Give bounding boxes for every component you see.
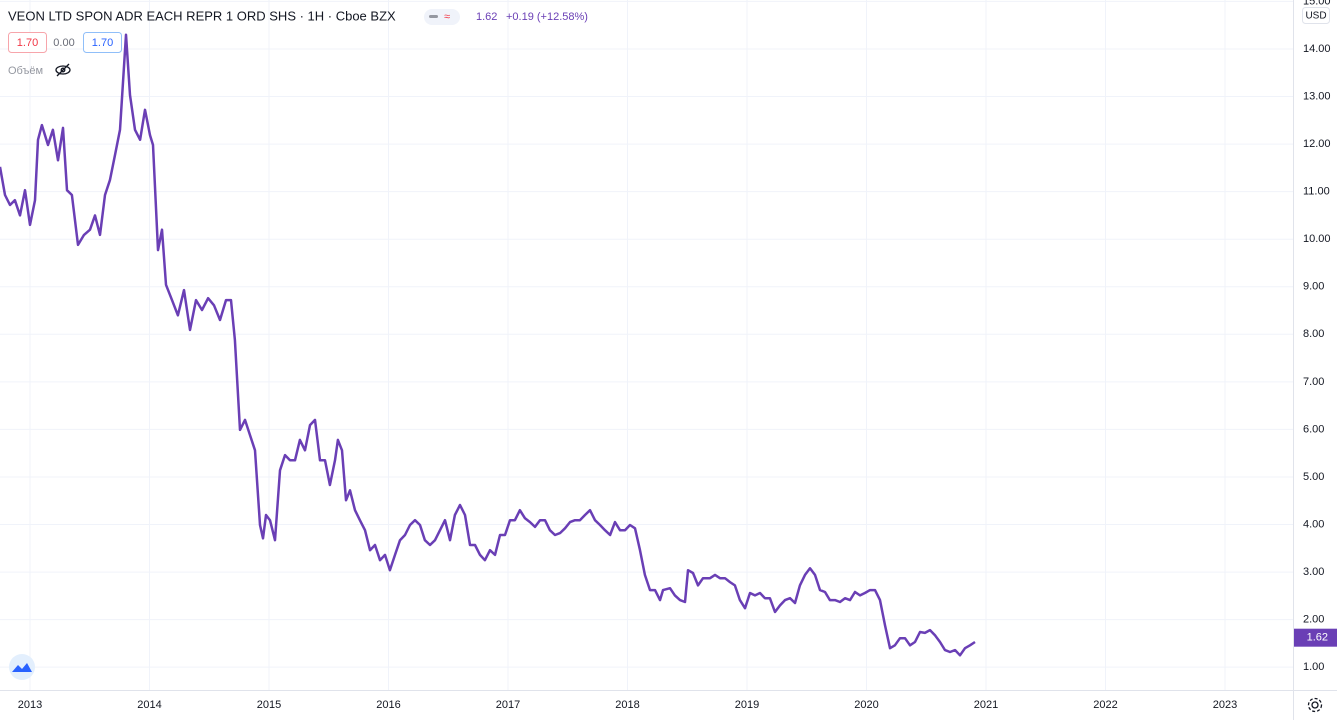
symbol-title: VEON LTD SPON ADR EACH REPR 1 ORD SHS · …: [8, 8, 396, 23]
y-tick-label: 8.00: [1303, 328, 1324, 340]
currency: USD: [1305, 11, 1326, 22]
y-tick-label: 2.00: [1303, 614, 1324, 626]
last-price-label: 1.62: [1307, 632, 1328, 644]
y-tick-label: 7.00: [1303, 376, 1324, 388]
bid: 1.70: [17, 37, 38, 49]
eye-icon[interactable]: [55, 63, 71, 77]
x-tick-label: 2018: [615, 699, 639, 711]
logo-icon: [12, 663, 32, 672]
x-tick-label: 2015: [257, 699, 281, 711]
y-tick-label: 4.00: [1303, 518, 1324, 530]
y-tick-label: 9.00: [1303, 281, 1324, 293]
price-change: +0.19 (+12.58%): [506, 11, 588, 23]
y-tick-label: 1.00: [1303, 661, 1324, 673]
x-tick-label: 2021: [974, 699, 998, 711]
y-tick-label: 12.00: [1303, 138, 1331, 150]
x-tick-label: 2016: [376, 699, 400, 711]
y-tick-label: 5.00: [1303, 471, 1324, 483]
axes: 1.00 2.00 3.00 4.00 5.00 6.00 7.00 8.00 9.00 10.0…: [18, 0, 1337, 711]
plot: [0, 33, 976, 657]
x-tick-label: 2023: [1213, 699, 1237, 711]
last-price: 1.62: [476, 11, 497, 23]
x-tick-label: 2013: [18, 699, 42, 711]
y-tick-label: 14.00: [1303, 43, 1331, 55]
toggle-icon: ≈: [444, 11, 450, 23]
spread: 0.00: [53, 37, 74, 49]
settings-icon[interactable]: [1307, 697, 1323, 713]
x-tick-label: 2019: [735, 699, 759, 711]
logo[interactable]: [9, 654, 35, 680]
x-tick-label: 2017: [496, 699, 520, 711]
volume-label: Объём: [8, 65, 43, 77]
toggle[interactable]: [424, 9, 460, 25]
currency-box[interactable]: [1302, 7, 1330, 24]
y-tick-label: 6.00: [1303, 423, 1324, 435]
grid: [0, 0, 1293, 690]
y-tick-label: 10.00: [1303, 233, 1331, 245]
y-tick-label: 13.00: [1303, 90, 1331, 102]
y-tick-label: 11.00: [1303, 186, 1330, 198]
ask-box[interactable]: [83, 32, 122, 53]
x-tick-label: 2022: [1093, 699, 1117, 711]
price-line: [0, 33, 976, 657]
y-tick-label: 15.00: [1303, 0, 1331, 7]
x-tick-label: 2014: [137, 699, 161, 711]
bid-box[interactable]: [8, 32, 47, 53]
last-price-marker: [1294, 628, 1337, 647]
ask: 1.70: [92, 37, 113, 49]
y-tick-label: 3.00: [1303, 566, 1324, 578]
toggle-icon: [429, 15, 438, 18]
x-tick-label: 2020: [854, 699, 878, 711]
